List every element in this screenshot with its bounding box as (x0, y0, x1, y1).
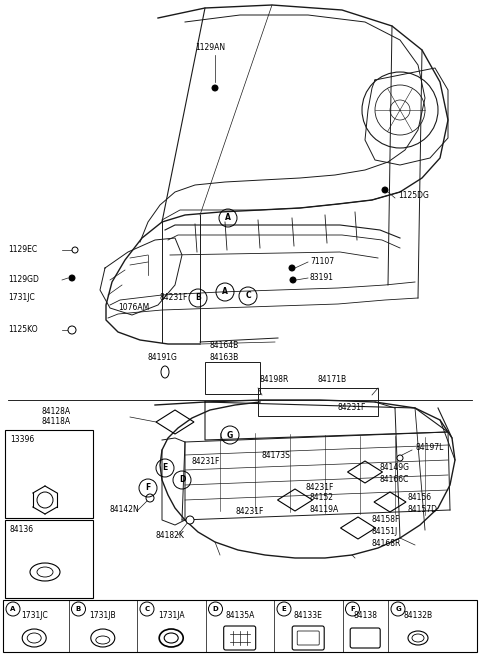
Text: 84166C: 84166C (380, 476, 409, 485)
Text: 84231F: 84231F (160, 293, 188, 303)
Text: 1731JC: 1731JC (21, 612, 48, 620)
Circle shape (146, 494, 154, 502)
Text: 84197L: 84197L (415, 443, 444, 453)
Bar (205, 362, 260, 394)
Text: 1125KO: 1125KO (8, 326, 37, 335)
Text: B: B (76, 606, 81, 612)
Text: 1125DG: 1125DG (398, 191, 429, 200)
Text: G: G (395, 606, 401, 612)
Circle shape (69, 275, 75, 281)
Circle shape (212, 85, 218, 91)
Text: 1129EC: 1129EC (8, 246, 37, 255)
Text: 84151J: 84151J (372, 527, 398, 536)
Text: 1731JA: 1731JA (158, 612, 184, 620)
Circle shape (186, 516, 194, 524)
Text: F: F (350, 606, 355, 612)
Text: D: D (179, 476, 185, 485)
Text: G: G (227, 430, 233, 440)
Bar (5, 520, 93, 598)
Text: E: E (282, 606, 287, 612)
Text: B: B (195, 293, 201, 303)
Circle shape (397, 455, 403, 461)
Text: 1731JB: 1731JB (89, 612, 116, 620)
Text: 1731JC: 1731JC (8, 293, 35, 303)
Text: 84231F: 84231F (235, 508, 264, 517)
Text: C: C (245, 291, 251, 301)
Circle shape (289, 265, 295, 271)
Text: 84118A: 84118A (42, 417, 71, 426)
Text: 84119A: 84119A (310, 506, 339, 514)
Text: 71107: 71107 (310, 257, 334, 267)
Text: 84168R: 84168R (372, 540, 401, 548)
Text: 84171B: 84171B (318, 375, 347, 384)
Circle shape (37, 492, 53, 508)
Text: F: F (145, 483, 151, 493)
Text: 84158F: 84158F (372, 515, 400, 525)
Text: 84149G: 84149G (380, 464, 410, 472)
Circle shape (72, 247, 78, 253)
Text: 84182K: 84182K (155, 531, 184, 540)
Text: C: C (144, 606, 150, 612)
Text: E: E (162, 464, 168, 472)
Circle shape (68, 326, 76, 334)
Text: 84231F: 84231F (192, 457, 220, 466)
Bar (258, 388, 378, 416)
Text: 84163B: 84163B (210, 354, 239, 362)
Text: 84157D: 84157D (408, 506, 438, 514)
Bar (5, 430, 93, 518)
Text: 84231F: 84231F (305, 483, 334, 493)
Text: 1129GD: 1129GD (8, 276, 39, 284)
Text: A: A (222, 288, 228, 297)
Text: 84156: 84156 (408, 493, 432, 502)
Text: 84142N: 84142N (110, 506, 140, 514)
Bar (3, 600, 477, 652)
Text: 84173S: 84173S (262, 451, 291, 460)
Text: D: D (213, 606, 218, 612)
Text: 84231F: 84231F (338, 403, 366, 413)
Text: 84133E: 84133E (294, 612, 323, 620)
Text: A: A (225, 214, 231, 223)
Text: 13396: 13396 (10, 436, 34, 445)
Text: 84164B: 84164B (210, 341, 239, 350)
Text: A: A (10, 606, 16, 612)
Text: 84152: 84152 (310, 493, 334, 502)
Text: 84132B: 84132B (403, 612, 432, 620)
Circle shape (290, 277, 296, 283)
Text: 84136: 84136 (10, 525, 34, 534)
Text: 84198R: 84198R (260, 375, 289, 384)
Text: 84138: 84138 (353, 612, 377, 620)
Text: 83191: 83191 (310, 274, 334, 282)
Text: 84191G: 84191G (148, 354, 178, 362)
Text: 1076AM: 1076AM (118, 303, 149, 312)
Text: 84135A: 84135A (225, 612, 254, 620)
Text: 1129AN: 1129AN (195, 43, 225, 52)
Circle shape (382, 187, 388, 193)
Text: 84128A: 84128A (42, 407, 71, 417)
